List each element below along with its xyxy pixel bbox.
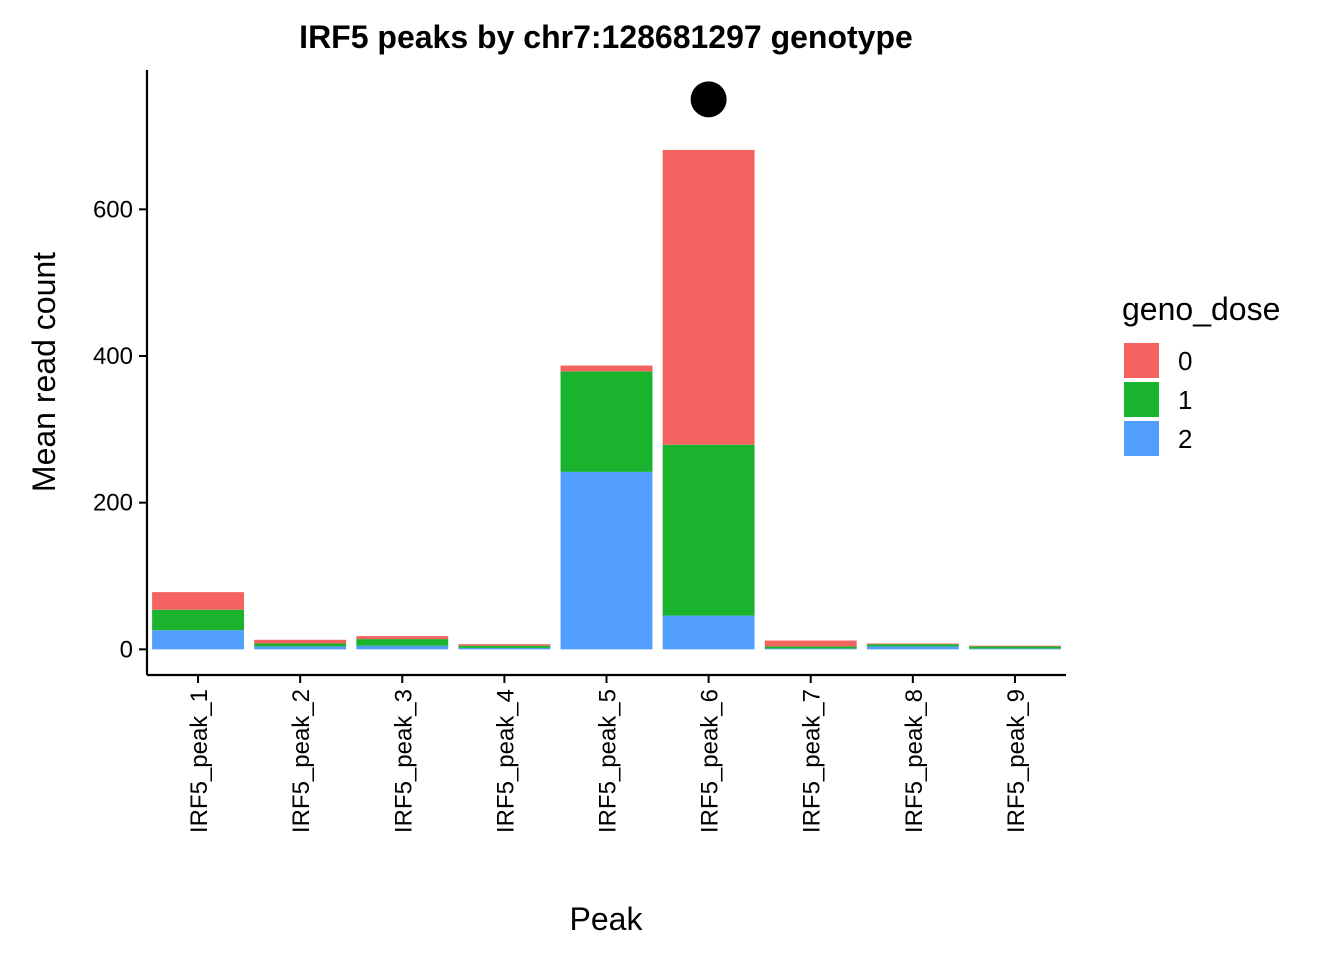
bar-IRF5_peak_8-dose-2 — [866, 646, 959, 650]
bar-IRF5_peak_8-dose-0 — [866, 643, 959, 645]
legend-swatch-0 — [1124, 343, 1159, 378]
bar-IRF5_peak_4-dose-1 — [458, 645, 551, 648]
bar-IRF5_peak_4-dose-0 — [458, 644, 551, 646]
bar-IRF5_peak_9-dose-1 — [968, 646, 1061, 649]
bar-IRF5_peak_9-dose-0 — [968, 645, 1061, 647]
x-tick-label-IRF5_peak_1: IRF5_peak_1 — [186, 689, 213, 833]
bar-IRF5_peak_2-dose-0 — [254, 639, 347, 644]
legend-title: geno_dose — [1122, 291, 1280, 327]
x-tick-label-IRF5_peak_3: IRF5_peak_3 — [390, 689, 417, 833]
bar-IRF5_peak_6-dose-2 — [662, 615, 755, 650]
legend-swatch-2 — [1124, 421, 1159, 456]
legend: geno_dose 0 1 2 — [1122, 291, 1280, 456]
bar-IRF5_peak_3-dose-2 — [356, 645, 449, 650]
legend-label-1: 1 — [1178, 385, 1192, 415]
bar-IRF5_peak_7-dose-0 — [764, 640, 857, 647]
x-tick-label-IRF5_peak_8: IRF5_peak_8 — [901, 689, 928, 833]
bar-IRF5_peak_5-dose-2 — [560, 471, 653, 650]
bar-IRF5_peak_1-dose-2 — [152, 630, 245, 650]
y-tick-label-200: 200 — [93, 490, 133, 517]
annotation-point-1 — [690, 81, 727, 118]
plot-area: 0 200 400 600 IRF5_peak_1 IRF5_peak_2 IRF5_pea… — [93, 70, 1066, 833]
chart-title: IRF5 peaks by chr7:128681297 genotype — [299, 19, 913, 55]
bar-IRF5_peak_5-dose-1 — [560, 371, 653, 472]
x-tick-label-IRF5_peak_6: IRF5_peak_6 — [697, 689, 724, 833]
x-tick-label-IRF5_peak_7: IRF5_peak_7 — [799, 689, 826, 833]
legend-label-2: 2 — [1178, 424, 1192, 454]
x-tick-label-IRF5_peak_9: IRF5_peak_9 — [1003, 689, 1030, 833]
bar-IRF5_peak_3-dose-1 — [356, 639, 449, 646]
y-tick-label-0: 0 — [120, 636, 133, 663]
bar-IRF5_peak_1-dose-0 — [152, 592, 245, 610]
bar-IRF5_peak_7-dose-1 — [764, 646, 857, 649]
legend-label-0: 0 — [1178, 346, 1192, 376]
y-tick-label-600: 600 — [93, 196, 133, 223]
x-tick-label-IRF5_peak_5: IRF5_peak_5 — [595, 689, 622, 833]
bar-IRF5_peak_7-dose-2 — [764, 648, 857, 650]
bar-IRF5_peak_3-dose-0 — [356, 636, 449, 640]
bar-IRF5_peak_9-dose-2 — [968, 648, 1061, 650]
y-axis-title: Mean read count — [26, 252, 62, 492]
bar-IRF5_peak_2-dose-1 — [254, 643, 347, 647]
bar-IRF5_peak_1-dose-1 — [152, 609, 245, 631]
bar-IRF5_peak_5-dose-0 — [560, 365, 653, 372]
bar-IRF5_peak_8-dose-1 — [866, 644, 959, 647]
x-tick-label-IRF5_peak_2: IRF5_peak_2 — [288, 689, 315, 833]
x-axis-title: Peak — [570, 901, 644, 937]
legend-swatch-1 — [1124, 382, 1159, 417]
x-tick-label-IRF5_peak_4: IRF5_peak_4 — [492, 689, 519, 833]
y-tick-label-400: 400 — [93, 343, 133, 370]
bar-IRF5_peak_6-dose-1 — [662, 444, 755, 616]
bar-IRF5_peak_4-dose-2 — [458, 647, 551, 650]
bar-IRF5_peak_6-dose-0 — [662, 149, 755, 445]
bar-IRF5_peak_2-dose-2 — [254, 646, 347, 650]
